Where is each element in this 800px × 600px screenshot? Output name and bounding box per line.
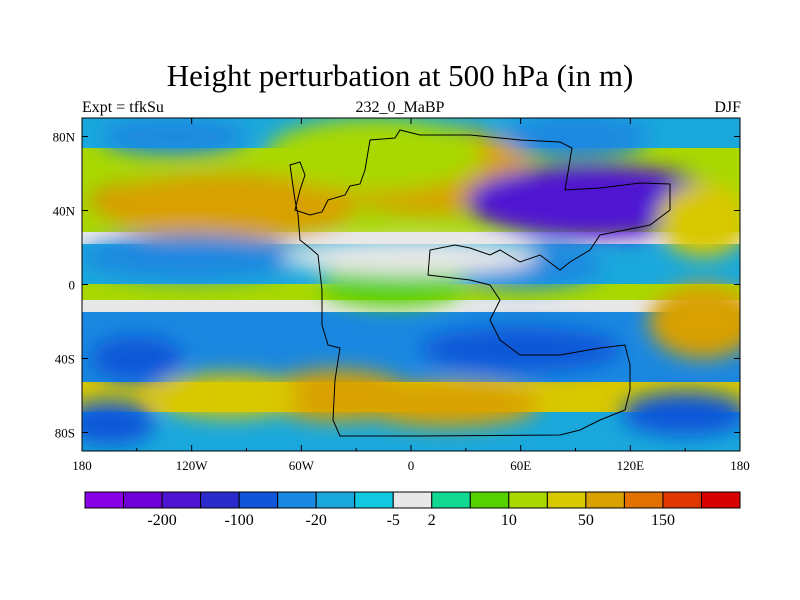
x-tick-label: 0 (408, 458, 415, 473)
colorbar-box (277, 491, 317, 509)
anomaly-region-4 (264, 118, 485, 192)
colorbar-label: -200 (147, 512, 176, 529)
x-tick-label: 180 (72, 458, 92, 473)
colorbar-box (200, 491, 240, 509)
coastline-outline (289, 129, 671, 437)
y-axis: 80N 40N 0 40S 80S (53, 130, 740, 441)
anomaly-region-8 (502, 118, 649, 159)
colorbar-label: 10 (501, 512, 517, 529)
colorbar-box (546, 491, 587, 509)
season-label: DJF (714, 99, 741, 116)
colorbar-box (585, 491, 625, 509)
run-label: 232_0_MaBP (355, 99, 445, 116)
anomaly-regions (82, 118, 740, 446)
y-tick-label: 0 (69, 278, 76, 293)
y-tick-label: 40S (55, 352, 75, 367)
anomaly-region-14 (155, 373, 302, 418)
colorbar-box (315, 491, 356, 509)
anomaly-region-1 (100, 173, 357, 241)
x-tick-label: 180 (730, 458, 750, 473)
anomaly-region-12 (420, 327, 622, 372)
anomaly-region-9 (82, 234, 302, 279)
colorbar-box (508, 491, 548, 509)
colorbar-box (161, 491, 202, 509)
colorbar-box (84, 491, 125, 509)
x-tick-label: 60E (510, 458, 531, 473)
y-tick-label: 80S (55, 426, 75, 441)
colorbar-label: -5 (387, 512, 400, 529)
colorbar-label: -100 (224, 512, 253, 529)
x-tick-label: 120E (617, 458, 645, 473)
chart-title: Height perturbation at 500 hPa (in m) (166, 58, 634, 93)
x-tick-label: 60W (289, 458, 315, 473)
anomaly-region-18 (648, 284, 740, 359)
anomaly-region-5 (100, 118, 247, 155)
anomaly-region-11 (91, 336, 183, 381)
anomaly-region-15 (356, 382, 539, 427)
x-axis: 180 120W 60W 0 60E 120E 180 (72, 118, 750, 473)
colorbar-box (354, 491, 394, 509)
anomaly-region-21 (283, 238, 539, 276)
anomaly-region-16 (82, 401, 156, 446)
colorbar-box (623, 491, 664, 509)
y-tick-label: 40N (53, 204, 76, 219)
y-tick-label: 80N (53, 130, 76, 145)
colorbar-box (238, 491, 279, 509)
anomaly-region-20 (657, 182, 740, 257)
colorbar-box (662, 491, 702, 509)
colorbar-boxes (84, 491, 741, 509)
experiment-label: Expt = tfkSu (82, 99, 164, 116)
colorbar-labels: -200 -100 -20 -5 2 10 50 150 (147, 512, 675, 529)
colorbar-label: 50 (578, 512, 594, 529)
band-subtropics-south (82, 300, 740, 312)
x-tick-label: 120W (176, 458, 209, 473)
anomaly-region-17 (621, 391, 740, 437)
colorbar-box (392, 491, 433, 509)
colorbar-box (469, 491, 510, 509)
colorbar-label: -20 (306, 512, 327, 529)
colorbar-label: 150 (651, 512, 675, 529)
colorbar-box (431, 491, 471, 509)
colorbar-box (123, 491, 163, 509)
colorbar-box (700, 491, 741, 509)
colorbar-label: 2 (428, 512, 436, 529)
